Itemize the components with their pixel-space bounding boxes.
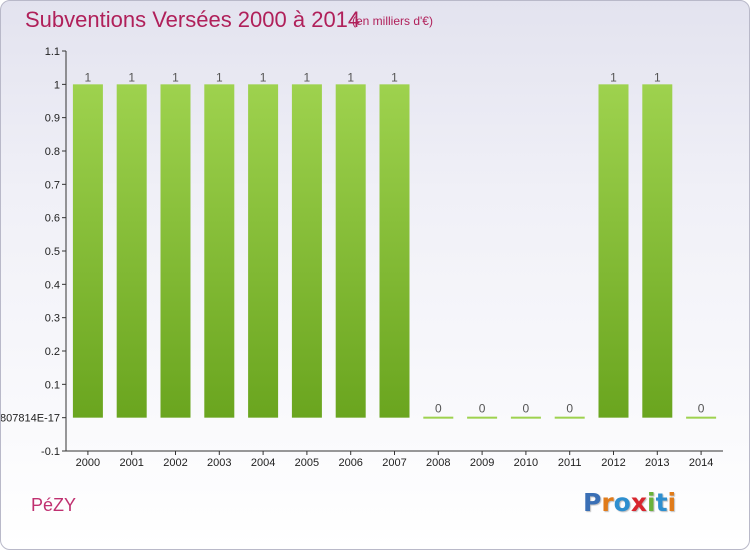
- bar: [642, 84, 673, 418]
- data-label: 1: [85, 70, 92, 84]
- bar: [686, 416, 717, 419]
- logo-letter: t: [655, 488, 668, 517]
- bar: [72, 84, 103, 418]
- y-tick-label: 0.7: [45, 179, 60, 191]
- data-label: 1: [610, 70, 617, 84]
- bar: [335, 84, 366, 418]
- data-label: 0: [698, 402, 705, 416]
- bar: [204, 84, 235, 418]
- bar: [598, 84, 629, 418]
- y-tick-label: 0.8: [45, 146, 60, 158]
- y-tick-label: 1: [54, 79, 60, 91]
- data-label: 0: [435, 402, 442, 416]
- logo-letter: r: [601, 488, 614, 517]
- bar: [291, 84, 322, 418]
- bar: [554, 416, 585, 419]
- y-tick-label: 0.4: [45, 279, 60, 291]
- logo-letter: i: [647, 488, 656, 517]
- x-tick-label: 2006: [338, 457, 362, 469]
- y-tick-label: -0.1: [41, 446, 60, 458]
- x-tick-label: 2007: [382, 457, 406, 469]
- y-tick-label: 0.1: [45, 379, 60, 391]
- y-tick-label: 0.9: [45, 113, 60, 125]
- logo-letter: P: [583, 488, 602, 517]
- x-tick-label: 2005: [295, 457, 319, 469]
- x-tick-label: 2011: [558, 457, 582, 469]
- y-tick-label: 1.3877787807814E-17: [1, 413, 60, 425]
- data-label: 1: [304, 70, 311, 84]
- proxiti-logo: Proxiti: [583, 488, 676, 517]
- y-tick-label: 0.2: [45, 346, 60, 358]
- bar: [379, 84, 410, 418]
- x-tick-label: 2002: [163, 457, 187, 469]
- x-tick-label: 2001: [119, 457, 143, 469]
- x-tick-label: 2003: [207, 457, 231, 469]
- data-label: 1: [172, 70, 179, 84]
- chart-subtitle: (en milliers d'€): [352, 14, 433, 28]
- x-tick-label: 2012: [601, 457, 625, 469]
- x-tick-label: 2000: [76, 457, 100, 469]
- x-tick-label: 2014: [689, 457, 713, 469]
- y-tick-label: 0.5: [45, 246, 60, 258]
- data-label: 0: [479, 402, 486, 416]
- chart-title: Subventions Versées 2000 à 2014: [25, 7, 361, 32]
- bar: [160, 84, 191, 418]
- data-label: 1: [216, 70, 223, 84]
- data-label: 0: [566, 402, 573, 416]
- logo-letter: i: [667, 488, 677, 517]
- data-label: 1: [128, 70, 135, 84]
- x-tick-label: 2008: [426, 457, 450, 469]
- y-tick-label: 1.1: [45, 46, 60, 58]
- bar: [116, 84, 147, 418]
- data-label: 1: [260, 70, 267, 84]
- bar: [510, 416, 541, 419]
- bar: [467, 416, 498, 419]
- bar: [423, 416, 454, 419]
- logo-letter: x: [630, 488, 647, 517]
- x-tick-label: 2010: [514, 457, 538, 469]
- data-label: 1: [654, 70, 661, 84]
- bar: [248, 84, 279, 418]
- logo-letter: o: [613, 488, 631, 517]
- data-label: 0: [523, 402, 530, 416]
- x-tick-label: 2004: [251, 457, 275, 469]
- y-tick-label: 0.3: [45, 313, 60, 325]
- y-tick-label: 0.6: [45, 213, 60, 225]
- data-label: 1: [391, 70, 398, 84]
- commune-name: PéZY: [31, 495, 77, 515]
- data-label: 1: [347, 70, 354, 84]
- x-tick-label: 2009: [470, 457, 494, 469]
- x-tick-label: 2013: [645, 457, 669, 469]
